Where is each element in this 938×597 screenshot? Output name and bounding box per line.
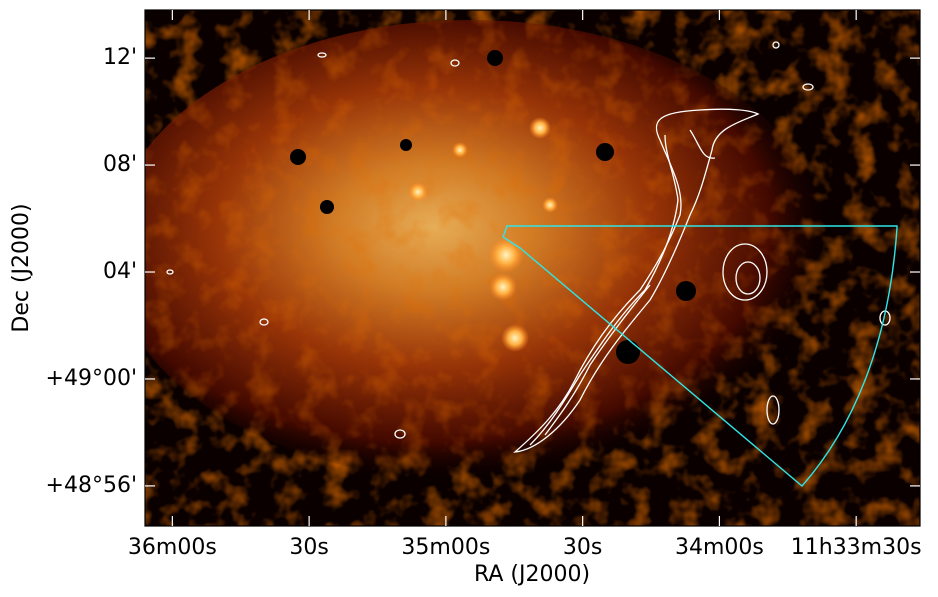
y-tick-label: 04': [103, 259, 137, 284]
contours: [166, 41, 891, 453]
x-tick-label: 35m00s: [401, 535, 490, 560]
y-axis-label: Dec (J2000): [9, 203, 34, 332]
x-tick-label: 30s: [563, 535, 602, 560]
x-tick-label: 30s: [289, 535, 328, 560]
region-wedge: [502, 225, 898, 487]
sky-image: [145, 10, 920, 526]
x-tick-label: 11h33m30s: [791, 535, 922, 560]
y-tick-label: 12': [103, 45, 137, 70]
x-tick-label: 36m00s: [128, 535, 217, 560]
y-tick-label: +48°56': [46, 473, 137, 498]
plot-frame: [144, 9, 921, 527]
y-tick-label: +49°00': [46, 366, 137, 391]
x-axis-label: RA (J2000): [474, 562, 590, 587]
y-tick-label: 08': [103, 152, 137, 177]
x-tick-label: 34m00s: [675, 535, 764, 560]
